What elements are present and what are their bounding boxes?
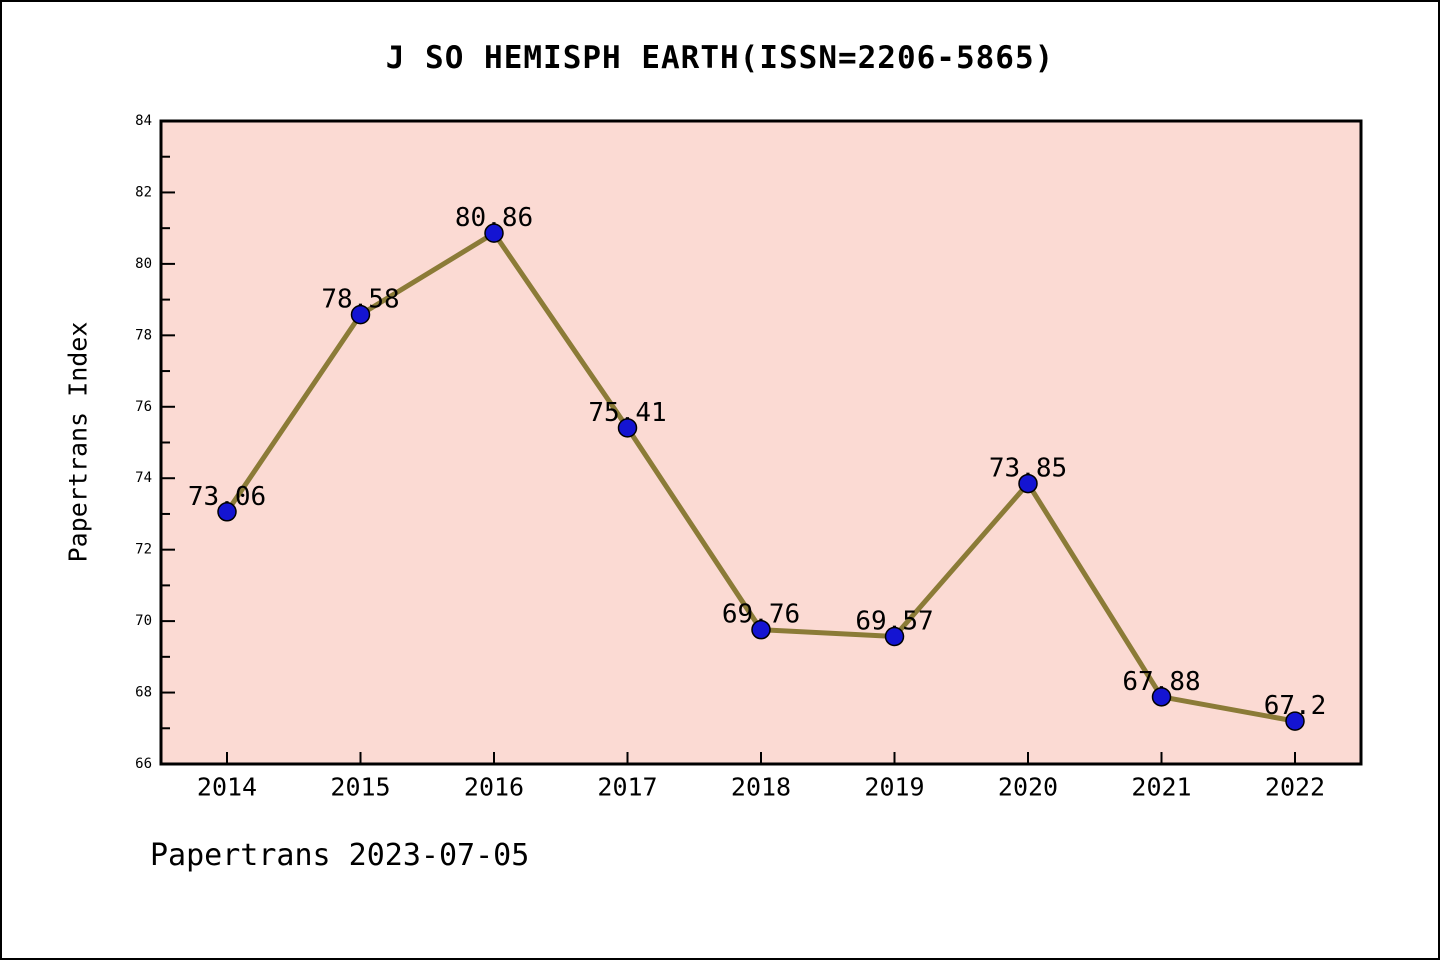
y-tick-label: 66: [135, 756, 152, 772]
data-point: [884, 626, 905, 647]
data-point: [484, 223, 504, 243]
data-point: [617, 418, 638, 438]
data-point: [1151, 687, 1172, 707]
x-tick-label: 2014: [197, 772, 257, 801]
data-point: [751, 619, 771, 640]
data-point: [350, 304, 371, 325]
x-tick-label: 2016: [464, 772, 524, 801]
y-tick-label: 68: [135, 685, 152, 701]
x-tick-label: 2018: [731, 772, 791, 801]
x-tick-label: 2022: [1265, 772, 1325, 801]
y-tick-label: 76: [135, 399, 152, 415]
y-tick-label: 74: [135, 470, 152, 486]
plot-background: [159, 119, 1363, 766]
footer-text: Papertrans 2023-07-05: [150, 838, 530, 873]
chart-title: J SO HEMISPH EARTH(ISSN=2206-5865): [385, 40, 1055, 76]
x-tick-label: 2020: [998, 772, 1058, 801]
x-tick-label: 2021: [1131, 772, 1191, 801]
data-point: [217, 502, 237, 522]
x-tick-label: 2015: [330, 772, 390, 801]
y-tick-label: 78: [135, 327, 152, 343]
data-point: [1018, 473, 1038, 494]
y-tick-label: 82: [135, 184, 152, 200]
y-tick-label: 84: [135, 113, 152, 129]
y-tick-label: 80: [135, 256, 152, 272]
x-tick-label: 2019: [864, 772, 924, 801]
y-tick-label: 72: [135, 542, 152, 558]
data-point: [1285, 711, 1305, 731]
y-tick-label: 70: [135, 613, 152, 629]
x-tick-label: 2017: [597, 772, 657, 801]
